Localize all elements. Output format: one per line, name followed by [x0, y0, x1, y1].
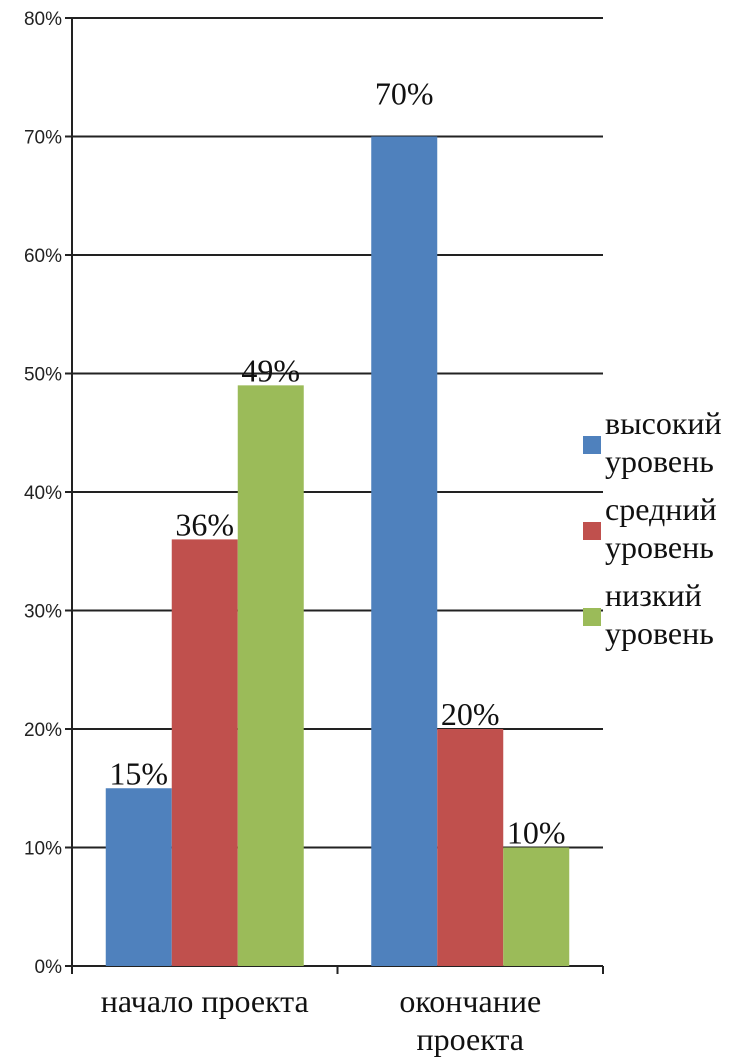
y-tick-label: 0% — [35, 957, 63, 978]
data-label: 49% — [241, 352, 300, 388]
bar — [105, 788, 172, 966]
bar — [437, 729, 504, 966]
y-tick-label: 40% — [24, 483, 62, 504]
y-tick-label: 60% — [24, 246, 62, 267]
data-label: 20% — [441, 696, 500, 732]
legend-swatch — [583, 436, 601, 454]
data-label: 15% — [109, 755, 168, 791]
category-label: окончание — [399, 983, 541, 1019]
data-label: 10% — [507, 815, 566, 851]
category-label: начало проекта — [101, 983, 309, 1019]
legend-label: средний — [605, 491, 717, 527]
y-tick-label: 80% — [24, 9, 62, 30]
legend-swatch — [583, 608, 601, 626]
y-tick-label: 30% — [24, 602, 62, 623]
legend-label: высокий — [605, 405, 722, 441]
y-tick-label: 50% — [24, 365, 62, 386]
legend-label: низкий — [605, 577, 702, 613]
legend-label: уровень — [605, 443, 714, 479]
y-tick-label: 70% — [24, 128, 62, 149]
y-tick-label: 10% — [24, 839, 62, 860]
legend-label: уровень — [605, 615, 714, 651]
data-label: 36% — [175, 506, 234, 542]
legend-label: уровень — [605, 529, 714, 565]
y-tick-label: 20% — [24, 720, 62, 741]
bar — [503, 847, 570, 966]
bar — [237, 385, 304, 967]
bar — [371, 136, 438, 966]
bar — [171, 539, 238, 966]
category-label: проекта — [417, 1021, 524, 1057]
data-label: 70% — [375, 76, 434, 112]
legend-swatch — [583, 522, 601, 540]
